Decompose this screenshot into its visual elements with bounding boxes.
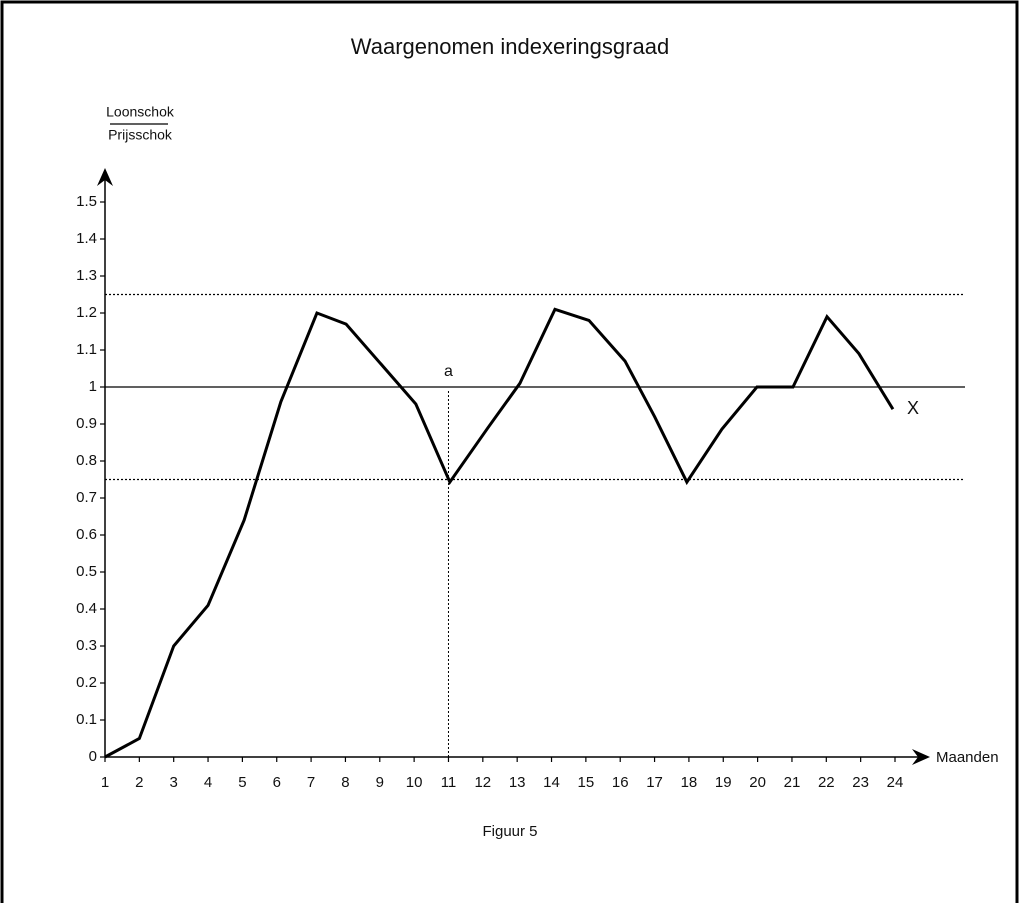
x-tick-label: 22	[818, 774, 835, 791]
caption: Figuur 5	[482, 823, 537, 840]
x-tick-label: 24	[887, 774, 904, 791]
x-tick-label: 13	[509, 774, 526, 791]
y-tick-label: 1.1	[76, 341, 97, 358]
x-tick-label: 14	[543, 774, 560, 791]
x-tick-label: 16	[612, 774, 629, 791]
y-tick-label: 1.5	[76, 193, 97, 210]
y-tick-label: 0.7	[76, 489, 97, 506]
series-label: X	[907, 398, 919, 418]
x-tick-label: 19	[715, 774, 732, 791]
x-axis-label: Maanden	[936, 749, 999, 766]
x-tick-label: 3	[170, 774, 178, 791]
x-tick-label: 1	[101, 774, 109, 791]
y-tick-label: 1	[89, 378, 97, 395]
x-tick-label: 2	[135, 774, 143, 791]
x-tick-label: 17	[646, 774, 663, 791]
x-tick-label: 21	[784, 774, 801, 791]
y-tick-label: 0.1	[76, 711, 97, 728]
y-arrow	[97, 168, 113, 186]
y-tick-label: 0.3	[76, 637, 97, 654]
x-tick-label: 15	[578, 774, 595, 791]
y-tick-label: 0.6	[76, 526, 97, 543]
y-tick-label: 1.2	[76, 304, 97, 321]
y-tick-label: 0	[89, 748, 97, 765]
x-tick-label: 11	[441, 774, 457, 791]
y-label-top: Loonschok	[106, 104, 175, 120]
x-arrow	[912, 749, 930, 765]
y-tick-label: 1.3	[76, 267, 97, 284]
chart-title: Waargenomen indexeringsgraad	[351, 34, 669, 59]
y-tick-label: 0.2	[76, 674, 97, 691]
x-tick-label: 4	[204, 774, 212, 791]
x-tick-label: 18	[681, 774, 698, 791]
y-tick-label: 0.4	[76, 600, 97, 617]
y-label-bottom: Prijsschok	[108, 127, 173, 143]
x-tick-label: 8	[341, 774, 349, 791]
x-tick-label: 5	[238, 774, 246, 791]
y-tick-label: 0.5	[76, 563, 97, 580]
marker-label: a	[444, 363, 453, 380]
data-line	[104, 307, 895, 759]
x-tick-label: 6	[273, 774, 281, 791]
x-tick-label: 23	[852, 774, 869, 791]
x-tick-label: 7	[307, 774, 315, 791]
x-tick-label: 10	[406, 774, 423, 791]
x-tick-label: 12	[474, 774, 491, 791]
y-tick-label: 0.9	[76, 415, 97, 432]
y-tick-label: 0.8	[76, 452, 97, 469]
x-tick-label: 9	[376, 774, 384, 791]
y-tick-label: 1.4	[76, 230, 97, 247]
x-tick-label: 20	[749, 774, 766, 791]
